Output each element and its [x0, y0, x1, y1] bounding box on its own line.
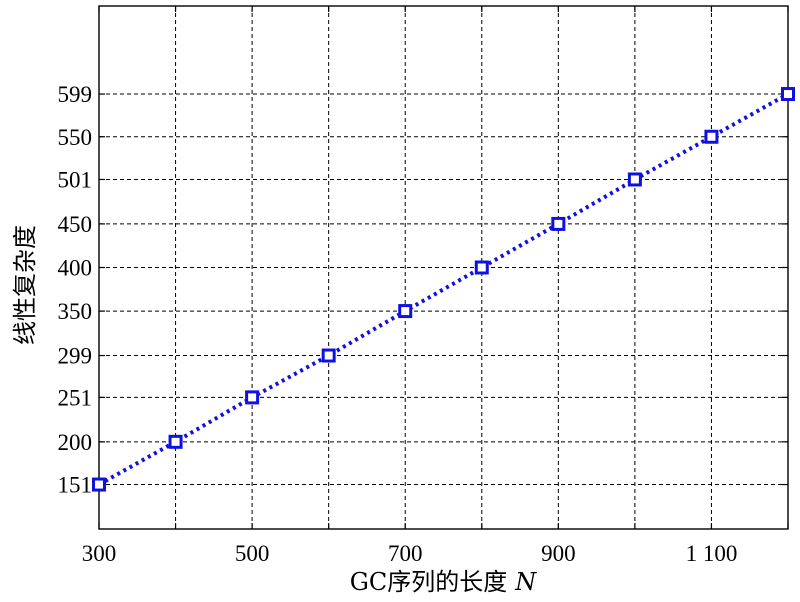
x-tick-label: 500 [235, 541, 270, 566]
data-point-marker [321, 348, 336, 363]
y-tick-label: 350 [58, 299, 93, 324]
grid-lines [99, 6, 788, 529]
y-axis-label: 线性复杂度 [11, 225, 39, 345]
data-point-marker [704, 129, 719, 144]
x-tick-label: 300 [82, 541, 117, 566]
x-axis-label: GC序列的长度 N [350, 568, 538, 596]
y-tick-label: 251 [58, 385, 93, 410]
series-line [98, 92, 789, 487]
data-point-marker [474, 260, 489, 275]
data-markers [92, 87, 795, 492]
x-axis-label-text: GC序列的长度 [350, 568, 508, 596]
y-tick-label: 550 [58, 125, 93, 150]
data-point-marker [168, 434, 183, 449]
x-axis-tick-labels: 300 500 700 900 1 100 [82, 541, 738, 566]
y-tick-label: 501 [58, 167, 93, 192]
data-point-marker [781, 87, 795, 102]
y-tick-label: 450 [58, 212, 93, 237]
data-point-marker [627, 172, 642, 187]
x-tick-label: 900 [541, 541, 576, 566]
y-axis-tick-labels: 151 200 251 299 350 400 450 501 550 599 [58, 82, 93, 498]
data-point-marker [551, 216, 566, 231]
y-tick-label: 400 [58, 256, 93, 281]
x-axis-label-variable: N [514, 568, 537, 596]
y-tick-label: 200 [58, 430, 93, 455]
data-point-marker [245, 390, 260, 405]
data-point-marker [92, 477, 106, 492]
tick-marks [98, 6, 789, 529]
y-tick-label: 299 [58, 344, 93, 369]
x-tick-label: 1 100 [686, 541, 738, 566]
data-point-marker [398, 304, 413, 319]
x-tick-label: 700 [388, 541, 423, 566]
y-tick-label: 599 [58, 82, 93, 107]
y-tick-label: 151 [58, 473, 93, 498]
